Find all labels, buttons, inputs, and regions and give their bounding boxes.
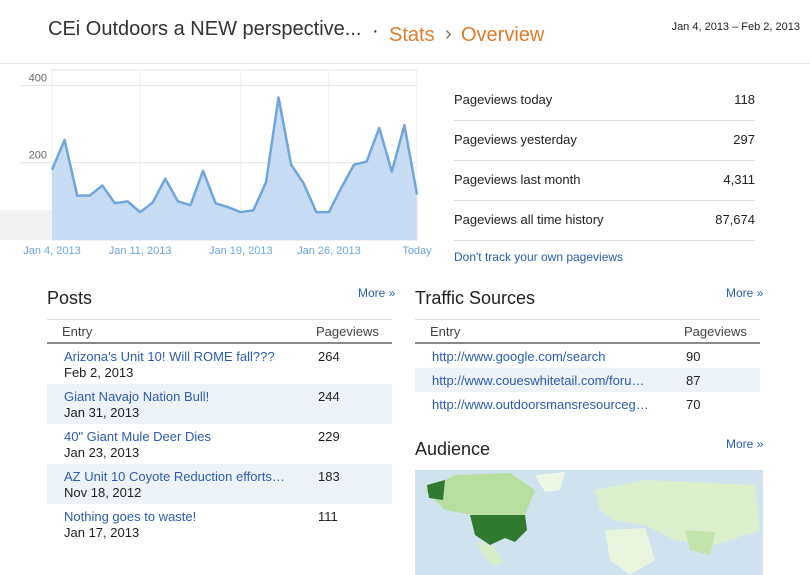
row-shade [415,368,760,392]
post-date: Jan 31, 2013 [64,405,140,420]
x-tick-label: Jan 19, 2013 [209,245,273,257]
row-shade [47,464,392,504]
line [50,96,419,214]
track-link[interactable]: Don't track your own pageviews [454,250,624,264]
post-pageviews: 111 [318,509,338,524]
column-header: Pageviews [316,324,379,339]
breadcrumb-arrow: › [445,23,452,45]
column-header: Entry [430,324,461,339]
stat-rule [454,200,755,201]
traffic-more[interactable]: More » [726,286,764,300]
africa [605,528,655,575]
post-title[interactable]: AZ Unit 10 Coyote Reduction efforts… [64,469,285,484]
canada [425,473,535,520]
breadcrumb-stats[interactable]: Stats [389,24,435,46]
y-tick-label: 200 [29,150,47,162]
stat-value: 297 [733,132,755,147]
audience-title: Audience [415,439,491,459]
source-pageviews: 87 [686,373,701,388]
post-pageviews: 244 [318,389,340,404]
plot-margin [0,210,52,240]
x-tick-label: Jan 4, 2013 [23,245,81,257]
post-date: Feb 2, 2013 [64,365,134,380]
eurasia [595,480,760,545]
audience-map[interactable] [415,470,763,575]
source-url[interactable]: http://www.outdoorsmansresourceg… [432,397,649,412]
post-pageviews: 183 [318,469,340,484]
audience-more[interactable]: More » [726,437,764,451]
x-tick-label: Jan 11, 2013 [109,245,172,257]
source-url[interactable]: http://www.google.com/search [432,349,606,364]
stat-rule [454,160,755,161]
stat-rule [454,240,755,241]
table-rule-dark [415,342,760,344]
date-range[interactable]: Jan 4, 2013 – Feb 2, 2013 [671,21,800,33]
greenland [535,472,565,492]
post-title[interactable]: Nothing goes to waste! [64,509,197,524]
column-header: Entry [62,324,93,339]
asia-south [685,530,715,555]
y-tick-label: 400 [29,72,47,84]
post-title[interactable]: Arizona's Unit 10! Will ROME fall??? [64,349,275,364]
mexico [477,542,503,566]
table-rule [415,319,760,320]
separator: · [372,20,379,42]
x-tick-label: Jan 26, 2013 [297,245,361,257]
stat-label: Pageviews last month [454,172,581,187]
post-pageviews: 264 [318,349,340,364]
breadcrumb-current: Overview [461,24,545,46]
posts-title: Posts [47,288,93,308]
alaska [427,480,445,500]
source-pageviews: 90 [686,349,701,364]
chart: 200 400 Jan 4, 2013 Jan 11, 2013 Jan 19, 201… [0,69,432,257]
post-date: Jan 17, 2013 [64,525,140,540]
post-date: Jan 23, 2013 [64,445,140,460]
post-pageviews: 229 [318,429,340,444]
row-shade [47,384,392,424]
stat-value: 4,311 [723,172,755,187]
table-rule-dark [47,342,392,344]
header-rule [0,63,810,64]
usa [470,515,527,545]
blog-title[interactable]: CEi Outdoors a NEW perspective... [48,18,362,40]
table-rule [47,319,392,320]
source-url[interactable]: http://www.coueswhitetail.com/foru… [432,373,645,388]
source-pageviews: 70 [686,397,701,412]
stat-value: 118 [734,92,755,107]
traffic-title: Traffic Sources [415,288,536,308]
stat-label: Pageviews yesterday [454,132,577,147]
stat-label: Pageviews all time history [454,212,604,227]
area [52,97,417,240]
post-title[interactable]: 40" Giant Mule Deer Dies [64,429,211,444]
post-date: Nov 18, 2012 [64,485,142,500]
stat-label: Pageviews today [454,92,553,107]
posts-more[interactable]: More » [358,286,396,300]
stat-value: 87,674 [715,212,755,227]
stat-rule [454,120,755,121]
column-header: Pageviews [684,324,747,339]
post-title[interactable]: Giant Navajo Nation Bull! [64,389,210,404]
x-tick-label: Today [402,245,432,257]
